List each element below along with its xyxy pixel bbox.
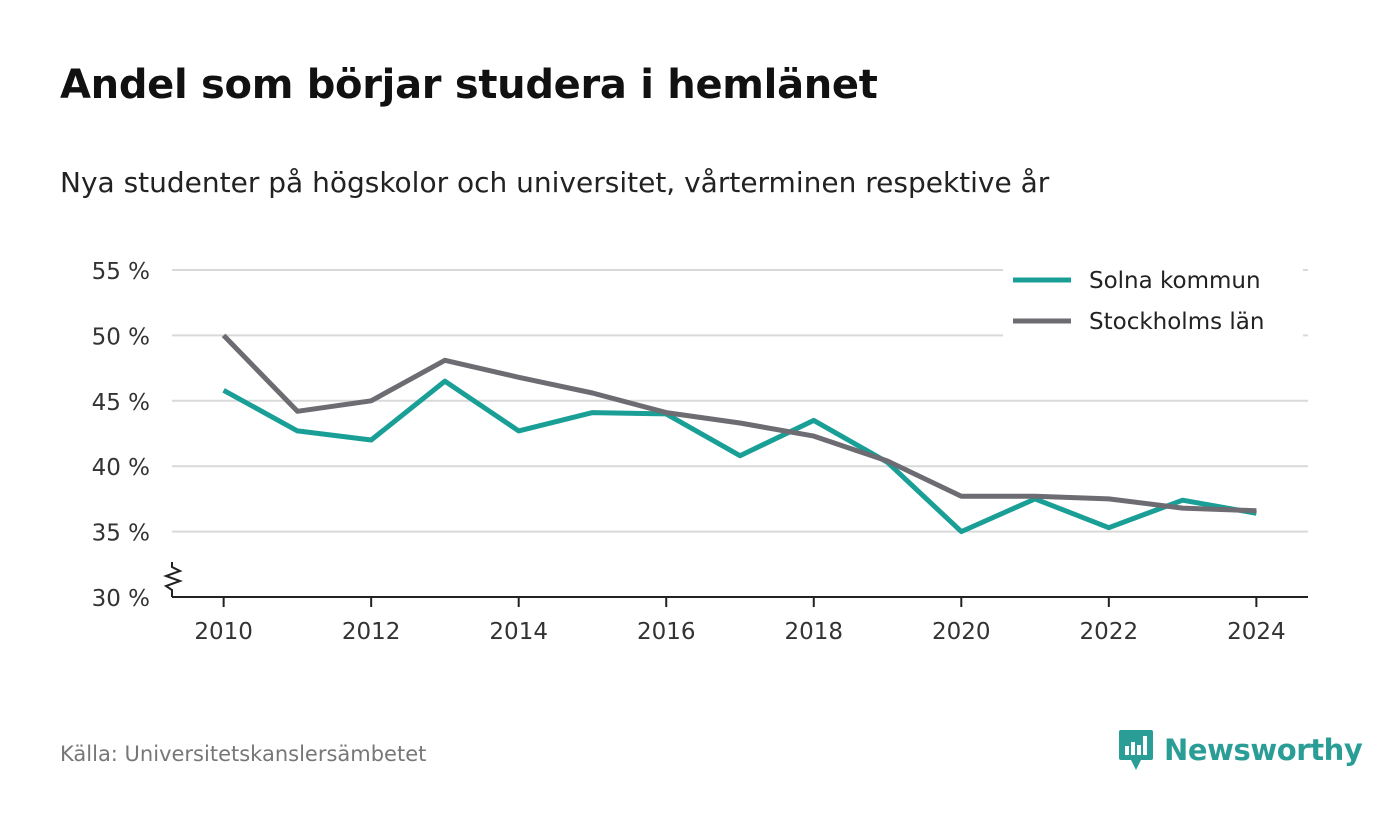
y-tick-label: 45 % [92, 390, 150, 416]
x-tick-label: 2012 [342, 619, 401, 645]
x-tick-label: 2010 [194, 619, 253, 645]
y-tick-label: 35 % [92, 521, 150, 547]
x-tick-label: 2016 [637, 619, 696, 645]
chart-title: Andel som börjar studera i hemlänet [60, 62, 878, 108]
legend-label: Stockholms län [1089, 309, 1264, 335]
y-axis-break-marker [163, 562, 183, 597]
series-line-stockholms-l-n [221, 333, 1257, 514]
legend: Solna kommun Stockholms län [1003, 260, 1303, 340]
x-tick-label: 2014 [489, 619, 548, 645]
legend-background [1003, 260, 1303, 340]
axes: 30 % 35 % 40 % 45 % 50 % 55 % 2010 2012 2014 2016… [92, 259, 1308, 645]
x-tick-label: 2020 [932, 619, 991, 645]
x-tick-label: 2024 [1227, 619, 1286, 645]
newsworthy-logo-icon [1119, 730, 1153, 770]
legend-label: Solna kommun [1089, 268, 1261, 294]
y-tick-label: 40 % [92, 455, 150, 481]
series-line-solna-kommun [222, 378, 1257, 535]
series-lines [221, 333, 1257, 535]
chart-subtitle: Nya studenter på högskolor och universit… [60, 166, 1050, 199]
y-tick-label: 30 % [92, 586, 150, 612]
y-tick-label: 55 % [92, 259, 150, 285]
brand-name: Newsworthy [1164, 733, 1363, 767]
x-tick-label: 2022 [1080, 619, 1139, 645]
x-tick-label: 2018 [784, 619, 843, 645]
source-note: Källa: Universitetskanslersämbetet [60, 742, 427, 766]
y-tick-label: 50 % [92, 324, 150, 350]
brand-logo: Newsworthy [1118, 728, 1363, 772]
